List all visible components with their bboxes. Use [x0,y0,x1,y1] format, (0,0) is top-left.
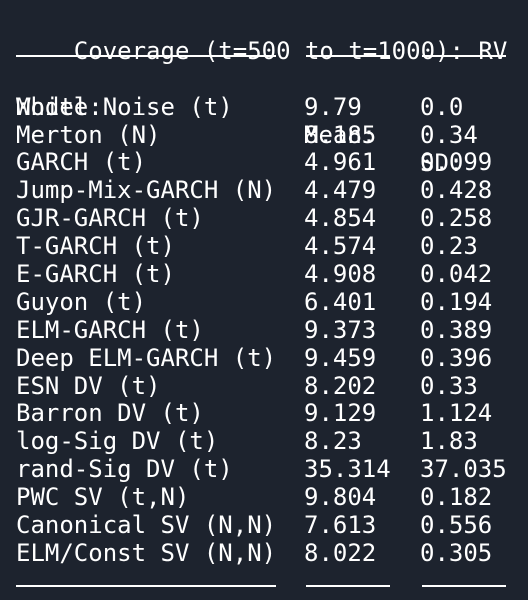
cell-model: GJR-GARCH (t) [16,204,204,233]
cell-mean: 8.202 [304,371,377,400]
cell-model: E-GARCH (t) [16,260,175,289]
cell-mean: 9.129 [304,399,377,428]
cell-sd: 0.258 [420,204,493,233]
column-header-mean: Mean: [304,120,377,149]
cell-sd: 0.0 [420,92,464,121]
table-row: ELM-GARCH (t) 9.373 0.389 [16,315,528,345]
column-header-model: Model: [16,92,103,121]
cell-mean: 6.401 [304,287,377,316]
cell-model: PWC SV (t,N) [16,483,190,512]
table-row: Jump-Mix-GARCH (N) 4.479 0.428 [16,176,528,205]
cell-model: rand-Sig DV (t) [16,455,233,484]
cell-model: ESN DV (t) [16,371,161,400]
rule-sd-top [422,38,506,66]
cell-sd: 0.23 [420,232,478,261]
cell-sd: 0.556 [420,511,493,540]
table-row: PWC SV (t,N) 9.804 0.182 [16,483,528,512]
cell-sd: 0.396 [420,343,493,372]
cell-sd: 0.34 [420,120,478,149]
cell-model: White Noise (t) [16,92,233,121]
column-headers: Model: Mean: SD: [16,66,528,177]
cell-sd: 0.305 [420,538,493,567]
cell-sd: 0.33 [420,371,478,400]
cell-mean: 4.961 [304,148,377,177]
cell-mean: 8.022 [304,538,377,567]
cell-model: ELM/Const SV (N,N) [16,538,277,567]
table-row: GJR-GARCH (t) 4.854 0.258 [16,204,528,233]
cell-model: Guyon (t) [16,287,147,316]
cell-model: Canonical SV (N,N) [16,511,277,540]
rule-model-top [16,38,276,66]
cell-sd: 1.83 [420,427,478,456]
cell-mean: 9.804 [304,483,377,512]
cell-model: log-Sig DV (t) [16,427,219,456]
table-row: T-GARCH (t) 4.574 0.23 [16,232,528,261]
cell-model: T-GARCH (t) [16,232,175,261]
cell-sd: 0.428 [420,176,493,205]
cell-mean: 9.79 [304,92,362,121]
cell-mean: 35.314 [304,455,391,484]
cell-mean: 4.479 [304,176,377,205]
cell-mean: 8.185 [304,120,377,149]
cell-mean: 4.574 [304,232,377,261]
table-row: Guyon (t) 6.401 0.194 [16,287,528,317]
cell-model: Jump-Mix-GARCH (N) [16,176,277,205]
footer-rule [16,568,528,596]
table-row: ELM/Const SV (N,N) 8.022 0.305 [16,538,528,568]
table-title: Coverage (t=500 to t=1000): RV [16,10,528,65]
table-row: White Noise (t) 9.79 0.0 [16,92,528,122]
table-row: rand-Sig DV (t) 35.314 37.035 [16,455,528,484]
cell-mean: 8.23 [304,427,362,456]
header-rule-top [16,38,528,66]
table-row: Barron DV (t) 9.129 1.124 [16,400,528,428]
cell-sd: 0.042 [420,260,493,289]
cell-model: ELM-GARCH (t) [16,315,204,344]
cell-mean: 7.613 [304,511,377,540]
table-row: Canonical SV (N,N) 7.613 0.556 [16,511,528,540]
table-body: White Noise (t) 9.79 0.0 Merton (N) 8.185 0.3… [16,92,528,568]
cell-mean: 9.459 [304,343,377,372]
rule-model-bottom [16,568,276,596]
rule-mean-bottom [306,568,390,596]
cell-sd: 0.194 [420,287,493,316]
cell-sd: 37.035 [420,455,507,484]
cell-model: Merton (N) [16,120,161,149]
table-row: ESN DV (t) 8.202 0.33 [16,371,528,401]
table-row: Merton (N) 8.185 0.34 [16,120,528,150]
cell-model: Barron DV (t) [16,399,204,428]
rule-sd-bottom [422,568,506,596]
cell-mean: 9.373 [304,315,377,344]
column-header-sd: SD: [420,148,464,177]
title-text: Coverage (t=500 to t=1000): RV [73,36,508,65]
rule-mean-top [306,38,390,66]
cell-mean: 4.908 [304,260,377,289]
cell-model: GARCH (t) [16,148,147,177]
cell-model: Deep ELM-GARCH (t) [16,343,277,372]
cell-sd: 0.389 [420,315,493,344]
cell-sd: 1.124 [420,399,493,428]
table-row: Deep ELM-GARCH (t) 9.459 0.396 [16,343,528,373]
cell-mean: 4.854 [304,204,377,233]
table-row: E-GARCH (t) 4.908 0.042 [16,260,528,289]
table-row: log-Sig DV (t) 8.23 1.83 [16,427,528,456]
table-row: GARCH (t) 4.961 0.099 [16,149,528,177]
cell-sd: 0.182 [420,483,493,512]
cell-sd: 0.099 [420,148,493,177]
